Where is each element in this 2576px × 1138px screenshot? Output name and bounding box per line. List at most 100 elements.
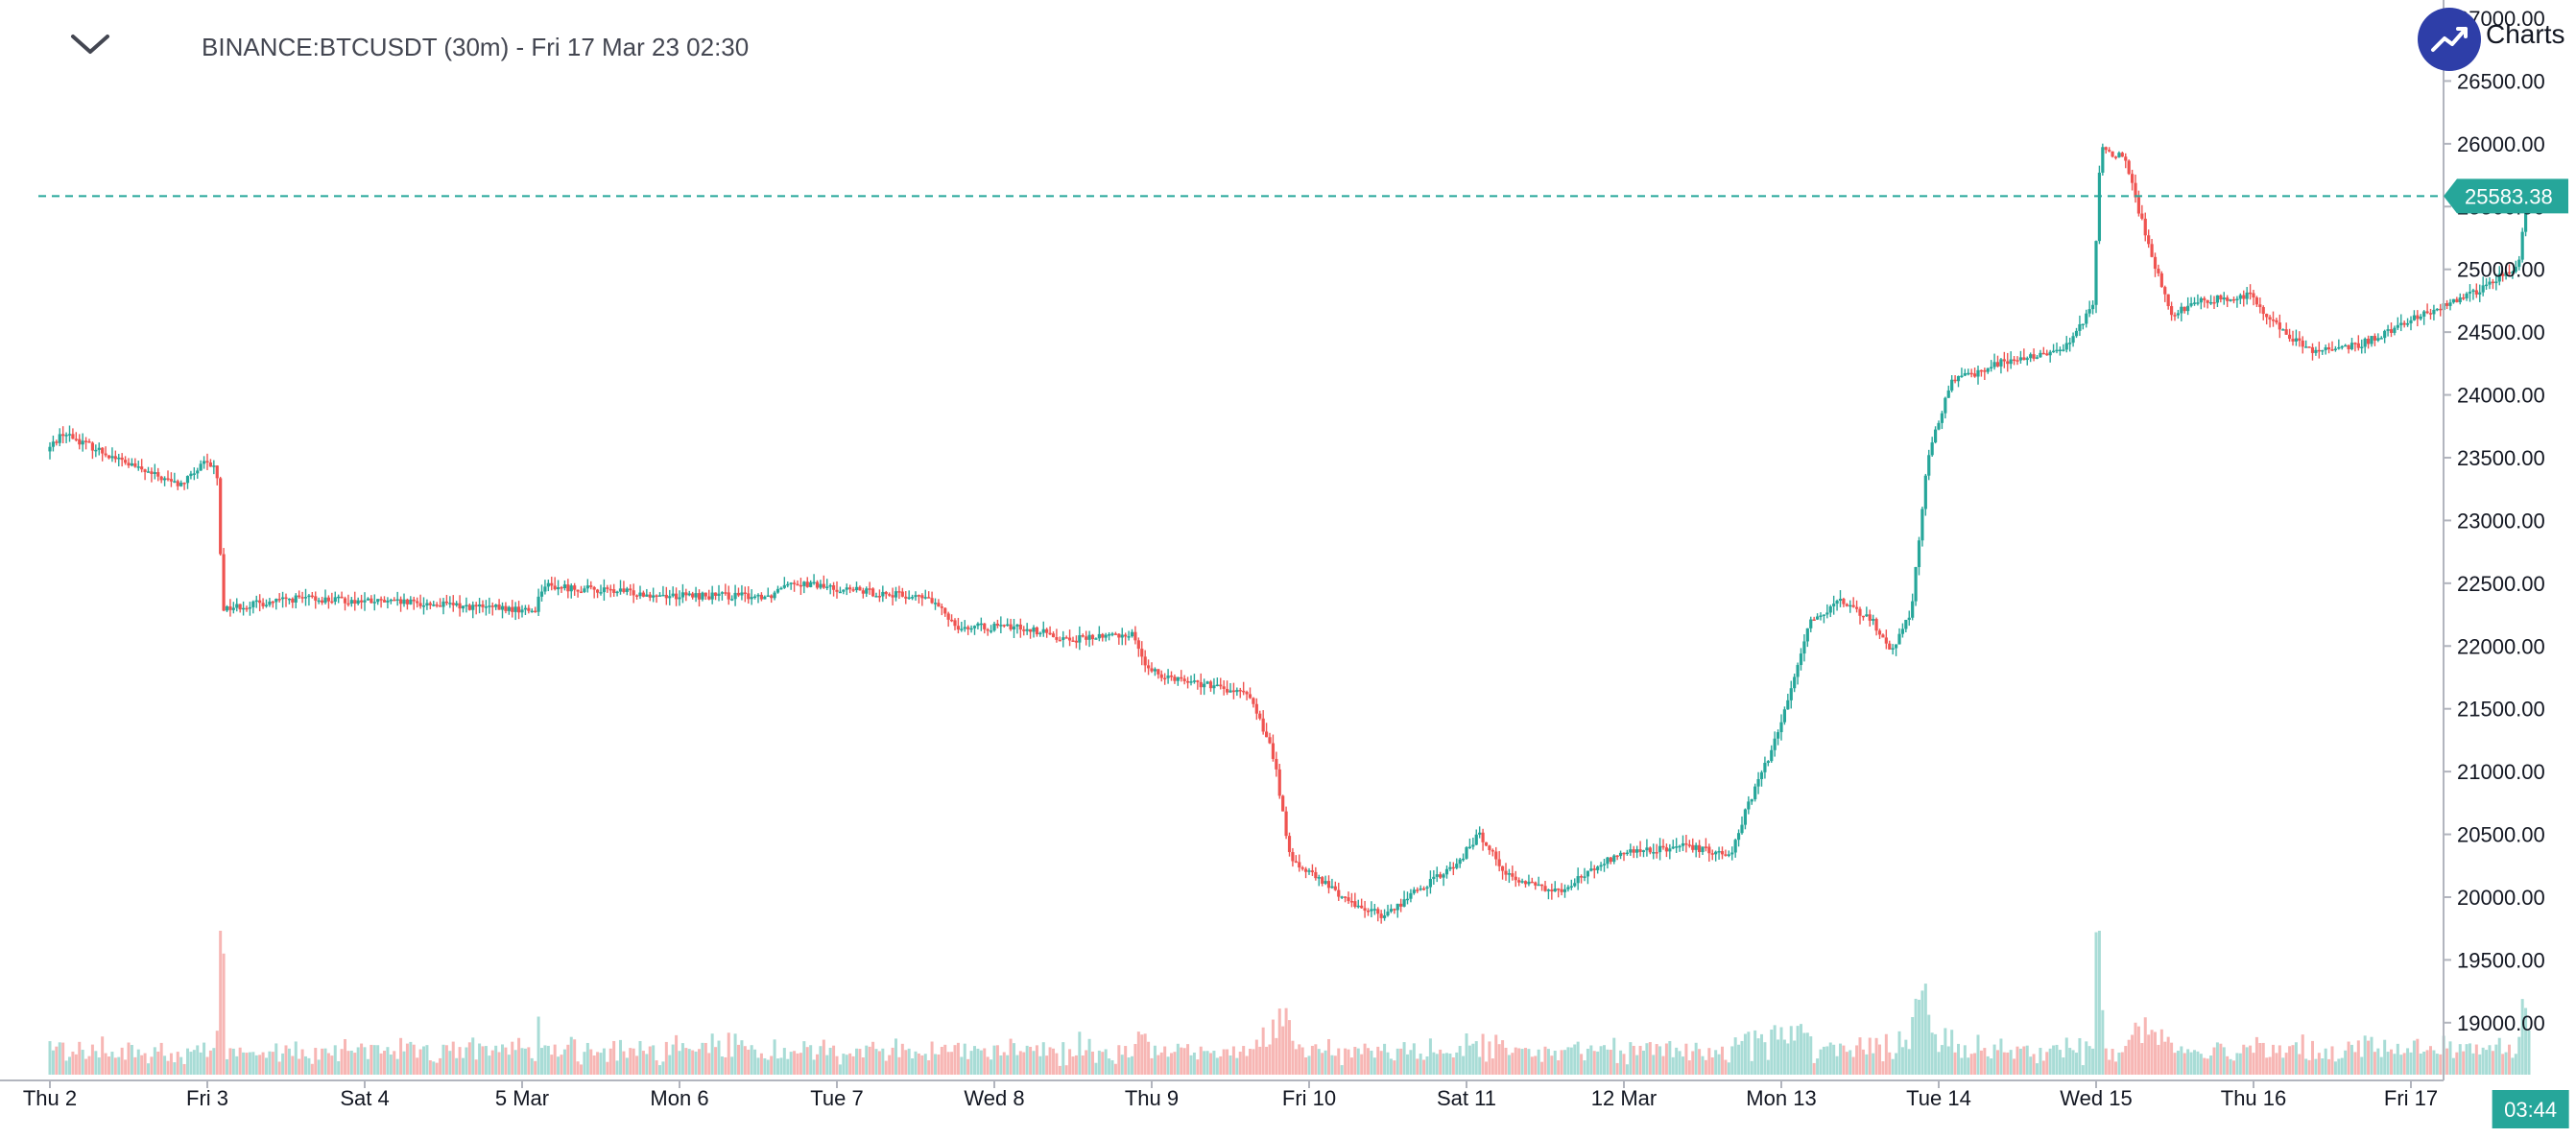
candle-body [444,601,449,604]
candle-body [2481,285,2485,293]
candle-body [599,592,603,594]
volume-bar [2393,1054,2397,1075]
candle-body [858,586,862,591]
candle-body [386,600,390,603]
candle-body [1366,911,1371,913]
volume-bar [222,953,226,1075]
volume-bar [573,1039,577,1075]
candle-body [208,462,213,467]
volume-bar [1914,998,1918,1075]
volume-bar [799,1053,802,1075]
candle-body [2258,304,2262,308]
volume-bar [1540,1061,1544,1075]
volume-bar [1300,1047,1304,1075]
volume-bar [1596,1051,1600,1075]
volume-bar [680,1043,684,1075]
candle-body [1222,686,1226,689]
volume-bar [2120,1052,2124,1075]
volume-bar [2097,931,2101,1075]
volume-bar [678,1051,681,1075]
candle-body [2087,309,2091,314]
candle-body [1428,879,1433,888]
candle-body [465,605,468,606]
candle-body [2393,327,2397,333]
candle-body [920,595,924,599]
volume-bar [310,1063,314,1075]
volume-bar [1839,1043,1842,1075]
volume-bar [2173,1053,2177,1075]
volume-bar [1124,1046,1128,1075]
candle-body [1353,901,1357,908]
candle-body [225,605,229,611]
volume-bar [1517,1048,1521,1075]
candle-body [1845,604,1849,606]
candle-body [2212,301,2216,304]
candle-body [481,604,485,607]
volume-bar [2291,1045,2295,1075]
volume-bar [265,1057,268,1075]
volume-bar [1812,1062,1816,1075]
volume-bar [1055,1053,1059,1075]
volume-bar [1333,1055,1337,1075]
candle-body [2078,323,2082,331]
volume-bar [1189,1055,1193,1075]
candle-body [1799,653,1803,666]
candle-body [199,463,203,471]
candle-body [2113,156,2118,158]
candle-body [534,610,537,613]
candle-body [258,600,262,604]
candle-body [81,440,84,445]
candle-body [173,481,177,483]
volume-bar [356,1047,360,1075]
candle-body [2347,344,2350,349]
volume-bar [507,1055,511,1075]
candle-body [474,605,478,607]
candle-body [516,606,521,613]
volume-bar [566,1044,570,1075]
volume-bar [675,1034,679,1075]
volume-bar [1717,1054,1721,1075]
volume-bar [2071,1050,2075,1075]
volume-bar [1497,1044,1501,1075]
candle-body [1832,604,1836,606]
candle-body [1097,633,1101,639]
candle-body [169,479,174,482]
charts-logo-icon[interactable] [2418,8,2481,71]
volume-bar [2163,1041,2167,1075]
volume-bar [710,1033,714,1075]
price-axis[interactable]: 19000.0019500.0020000.0020500.0021000.00… [2444,7,2545,1035]
candle-body [2012,359,2016,362]
candle-body [704,592,707,597]
volume-bar [1330,1055,1334,1075]
candle-body [1340,896,1344,898]
candle-body [1770,749,1774,762]
collapse-chevron-icon[interactable] [65,27,115,65]
candle-body [1264,731,1269,738]
candle-body [1920,509,1924,541]
candle-body [900,591,904,597]
candle-body [1448,866,1452,869]
candle-body [1231,690,1236,693]
candle-body [55,441,59,443]
volume-bar [110,1052,114,1075]
volume-bar [1173,1052,1177,1075]
candle-body [2268,317,2272,320]
volume-bar [819,1046,823,1075]
volume-bar [1324,1050,1327,1075]
candle-body [2248,292,2253,295]
volume-bar [1619,1050,1623,1075]
candle-body [664,594,668,599]
volume-bars [48,931,2531,1075]
volume-bar [107,1056,110,1075]
volume-bar [1422,1059,1426,1075]
volume-bar [504,1047,508,1075]
volume-bar [727,1032,730,1075]
candle-body [1245,692,1249,695]
candle-body [61,434,65,437]
volume-bar [307,1057,311,1075]
candle-body [1684,842,1688,845]
candle-body [927,597,931,599]
volume-bar [2009,1050,2013,1075]
